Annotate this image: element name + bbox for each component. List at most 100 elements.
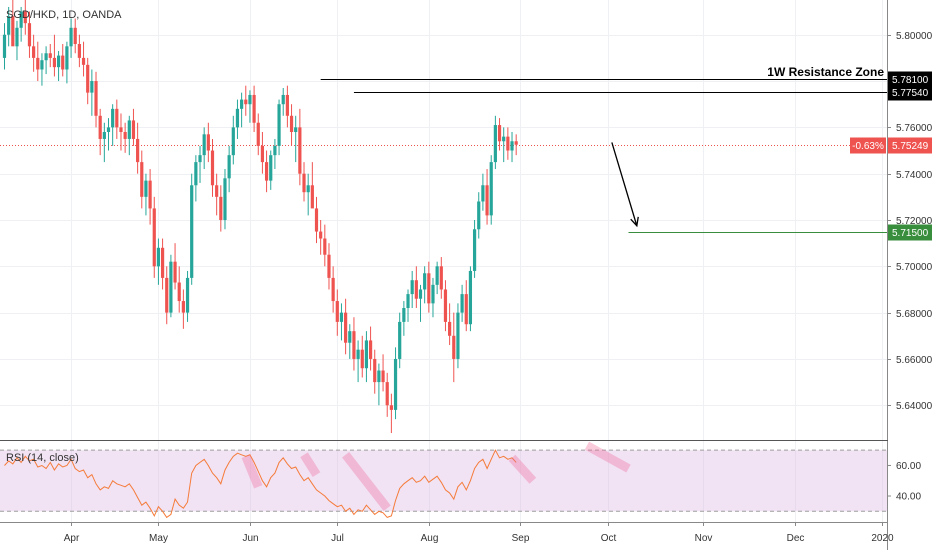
projection-arrow-line [611,142,638,226]
candle-body [123,132,127,139]
candle [298,108,302,186]
candle-body [468,270,473,325]
price-tick-label: 5.74000 [896,170,932,181]
candle-body [27,23,32,47]
candle-body [181,301,185,313]
candle [123,122,127,153]
candle-body [140,162,144,197]
change-tag-label: -0.63% [852,141,884,152]
candle [443,280,448,332]
candle [7,6,11,47]
candle [136,122,140,174]
rsi-series [4,441,631,519]
candle-body [506,136,510,151]
candle-body [464,294,468,325]
candle [502,127,506,163]
candle [119,113,123,151]
candle-body [289,115,294,132]
candle [352,317,356,371]
candle-body [443,289,448,322]
candle [306,173,310,216]
candle [94,71,98,128]
candle [452,312,456,383]
candle [393,347,398,420]
price-tick-label: 5.72000 [896,216,932,227]
candle-body [393,358,398,410]
candle [169,254,173,318]
candle [202,127,206,170]
candle-body [165,277,169,313]
candle [389,393,393,434]
candle [65,41,69,84]
rsi-trend-stroke [584,441,631,473]
candle [111,104,115,146]
candles[interactable] [2,0,518,434]
candle-body [335,301,339,322]
time-tick-label: 2020 [871,533,894,544]
candle [439,257,443,299]
candle-body [485,185,489,216]
candle [181,289,185,329]
candle [173,243,177,290]
candle-body [352,331,356,359]
candle-body [185,277,190,313]
candle [431,277,435,318]
candle [398,312,402,369]
candle-body [56,55,61,68]
candle [514,134,518,156]
candle-body [73,27,77,44]
time-tick-label: Jul [331,533,344,544]
candle-body [198,155,202,163]
time-tick-label: Apr [64,533,80,544]
candle-body [431,284,435,304]
projection-arrow-head [630,216,639,228]
candle [219,185,223,232]
candle-body [314,208,319,232]
candle [489,155,493,225]
candle [418,284,423,322]
candle-body [481,185,485,202]
candle [493,115,497,170]
price-tick-label: 5.66000 [896,355,932,366]
price-tick-label: 5.70000 [896,262,932,273]
rsi-line [4,449,517,519]
candle [102,122,106,163]
candle-body [489,162,493,216]
candle [223,169,227,230]
candle-body [160,247,165,278]
time-tick-label: Jun [242,533,258,544]
candle [314,196,319,244]
candle [289,104,294,146]
candle-body [256,122,260,146]
candle [381,354,385,392]
candle-body [81,57,86,65]
price-tag-label: 5.78100 [892,75,929,86]
candle-body [19,11,23,28]
candle [294,115,298,163]
candle-body [173,261,177,283]
candle [385,372,389,417]
candle-body [223,178,227,220]
candle [302,162,306,202]
candle-body [235,108,240,128]
candle [402,301,406,336]
candle-body [260,145,265,163]
candle [160,238,165,290]
candle [281,88,285,116]
candle [310,162,314,209]
candle-body [44,53,48,61]
candle-body [385,382,389,406]
candle [477,192,481,239]
candle-body [294,127,298,132]
candle [423,266,427,304]
price-tick-label: 5.80000 [896,31,932,42]
candle-body [240,99,244,109]
candle [231,115,235,165]
resistance-zone-label: 1W Resistance Zone [767,65,884,79]
candle-body [177,282,181,302]
candle [260,132,265,174]
candle [11,0,15,47]
candle [368,326,373,371]
